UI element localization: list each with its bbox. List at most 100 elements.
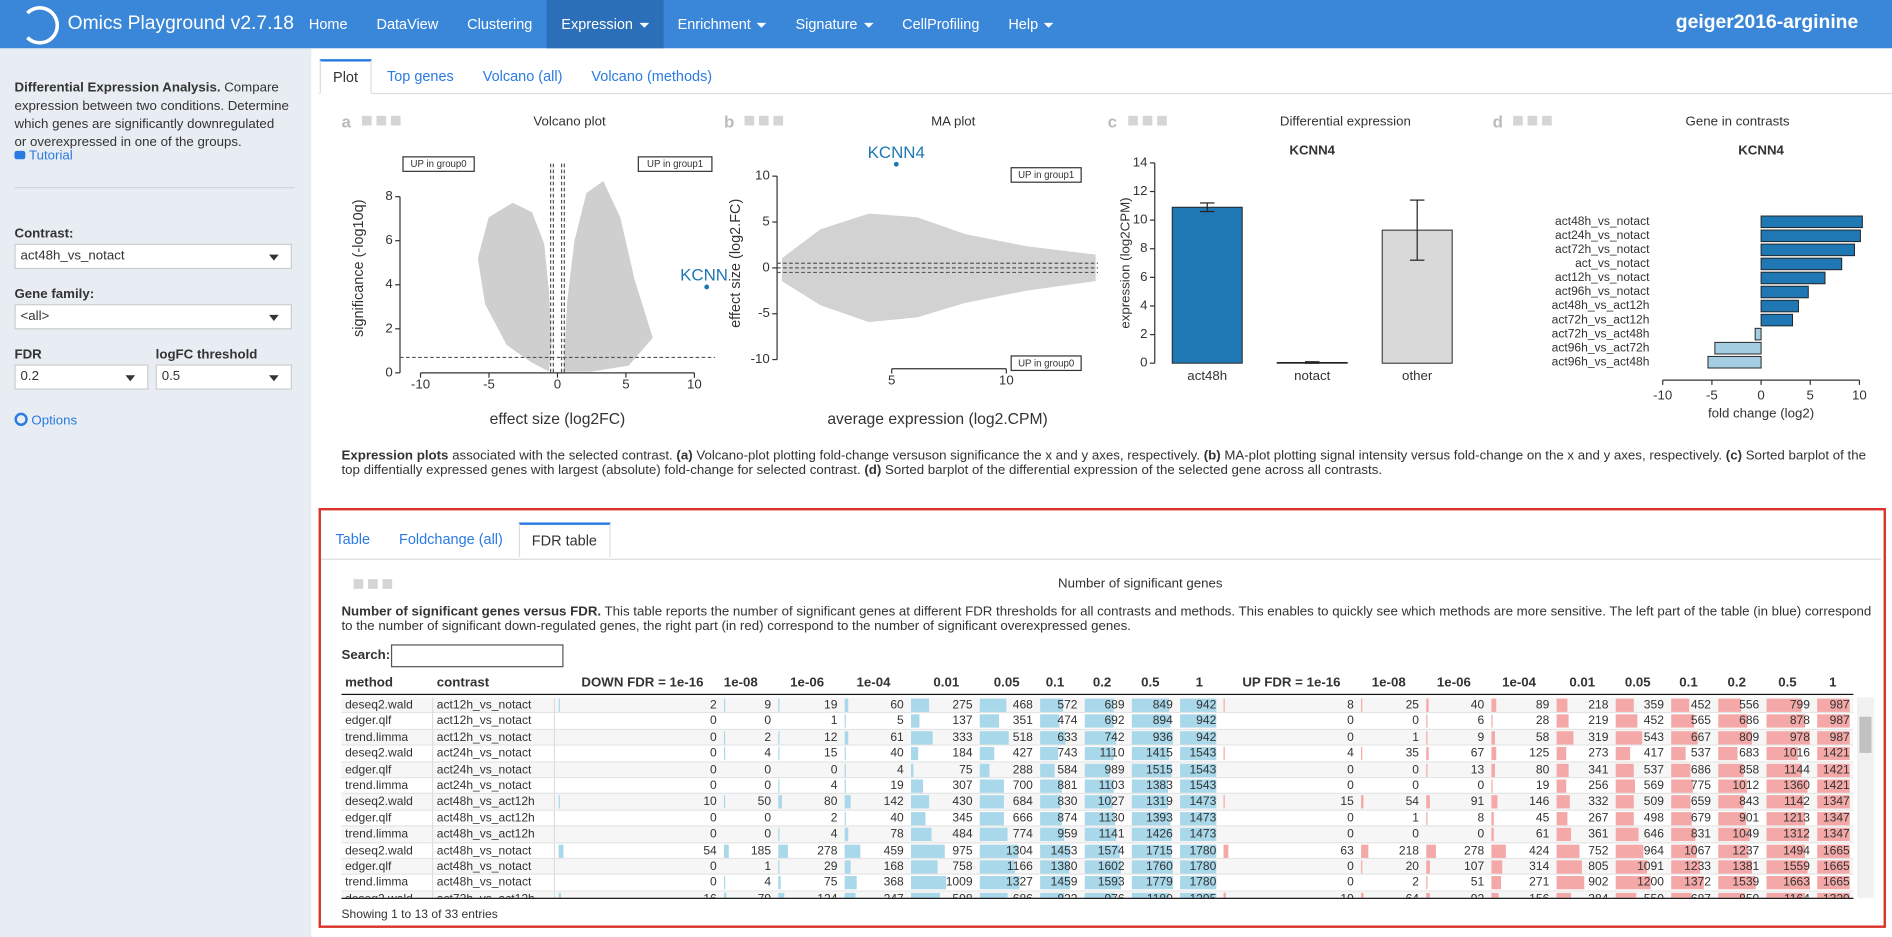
tab[interactable]: Top genes (386, 67, 454, 85)
chart-title: Gene in contrasts (1686, 113, 1790, 128)
column-header[interactable]: 1e-04 (1502, 675, 1537, 691)
tab[interactable]: FDR table (518, 522, 611, 558)
cell-bar (1556, 892, 1572, 898)
table-cell: act48h_vs_notact (433, 875, 556, 891)
cell-text: 8 (1477, 811, 1485, 826)
column-header[interactable]: 0.1 (1679, 675, 1698, 691)
column-header[interactable]: 1e-08 (1371, 675, 1406, 691)
tab[interactable]: Volcano (methods) (591, 67, 713, 85)
column-header[interactable]: 0.1 (1045, 675, 1065, 691)
column-header[interactable]: 0.2 (1092, 675, 1112, 691)
select[interactable]: 0.5 (155, 364, 293, 390)
cell-text: 60 (890, 698, 904, 712)
table-footer: Showing 1 to 13 of 33 entries (341, 908, 498, 922)
select-caret (269, 375, 279, 382)
cell-text: trend.limma (345, 779, 409, 793)
select[interactable]: 0.2 (14, 364, 149, 390)
cell-bar (979, 811, 1004, 826)
table-cell: 1381 (1715, 859, 1763, 875)
table-cell: 683 (1715, 746, 1763, 762)
table-cell: 1780 (1176, 859, 1219, 875)
select-value: 0.2 (20, 369, 39, 384)
cell-text: 1213 (1783, 811, 1810, 826)
table-cell: 1393 (1128, 811, 1176, 827)
tab[interactable]: Table (335, 530, 371, 548)
column-header[interactable]: 1e-06 (790, 675, 825, 691)
cell-text: act12h_vs_notact (436, 714, 532, 729)
nav-item[interactable]: Help (994, 0, 1068, 48)
cell-bar (1671, 892, 1692, 898)
column-header[interactable]: UP FDR = 1e-16 (1242, 675, 1341, 691)
table-cell: 1543 (1176, 746, 1219, 762)
cell-text: 1393 (1145, 811, 1173, 826)
table-cell: 679 (1668, 811, 1715, 827)
cell-bar (1615, 876, 1651, 890)
column-header[interactable]: 0.01 (933, 675, 960, 691)
cell-text: 1200 (1637, 876, 1664, 890)
cell-bar (844, 827, 848, 842)
table-body: deseq2.wald act12h_vs_notact 2 9 19 60 275 468 5… (341, 697, 1855, 898)
table-cell: 1200 (1612, 875, 1668, 891)
nav-item[interactable]: Signature (781, 0, 888, 48)
cell-text: 1473 (1189, 795, 1217, 809)
column-header[interactable]: 1 (1195, 675, 1204, 691)
column-header[interactable]: 1e-04 (856, 675, 891, 691)
y-tick-label: 8 (1140, 240, 1147, 255)
cell-bar (778, 844, 788, 858)
cell-text: 1593 (1097, 876, 1125, 890)
tab[interactable]: Volcano (all) (482, 67, 563, 85)
nav-item[interactable]: Home (294, 0, 362, 48)
table-cell: 572 (1036, 697, 1081, 713)
column-header[interactable]: method (345, 675, 394, 691)
y-tick-label: 5 (762, 214, 769, 229)
nav-item[interactable]: DataView (362, 0, 453, 48)
y-axis-label: effect size (log2.FC) (728, 199, 744, 328)
options-link[interactable]: Options (14, 412, 77, 428)
column-header[interactable]: DOWN FDR = 1e-16 (581, 675, 704, 691)
table-cell: 459 (841, 843, 907, 859)
table-cell: 0 (555, 730, 720, 746)
table-cell: 987 (1814, 697, 1854, 713)
cell-bar (1491, 876, 1501, 890)
cell-bar (1180, 730, 1217, 745)
cell-text: 1 (1412, 811, 1420, 826)
cell-text: 679 (1690, 811, 1712, 826)
table-cell: 61 (1488, 827, 1553, 843)
select[interactable]: act48h_vs_notact (14, 243, 293, 270)
tab[interactable]: Foldchange (all) (399, 530, 503, 548)
table-cell: 29 (775, 859, 841, 875)
cell-bar (1556, 779, 1566, 793)
cell-text: 976 (1085, 891, 1124, 898)
column-header[interactable]: 0.01 (1569, 675, 1596, 691)
table-cell: 659 (1668, 794, 1715, 810)
column-header[interactable]: 0.05 (993, 675, 1020, 691)
column-header[interactable]: 0.5 (1778, 675, 1797, 691)
table-cell: 92 (1423, 891, 1488, 898)
nav-item[interactable]: CellProfiling (888, 0, 994, 48)
table-cell: 0 (1220, 762, 1358, 778)
nav-item[interactable]: Clustering (453, 0, 547, 48)
table-cell: 4 (775, 827, 841, 843)
column-header[interactable]: 0.5 (1141, 675, 1160, 691)
column-header[interactable]: 1e-08 (723, 675, 758, 691)
cell-bar (778, 747, 779, 761)
tab[interactable]: Plot (319, 59, 372, 95)
table-cell: 384 (1553, 891, 1612, 898)
select[interactable]: <all> (14, 304, 293, 330)
column-header[interactable]: 1 (1829, 675, 1837, 691)
cell-text: 51 (1470, 876, 1485, 890)
cell-bar (1817, 844, 1850, 858)
cell-text: 124 (778, 891, 837, 898)
nav-item[interactable]: Expression (546, 0, 664, 49)
cell-bar (1131, 827, 1172, 842)
column-header[interactable]: 0.2 (1727, 675, 1746, 691)
column-header[interactable]: contrast (436, 675, 490, 691)
column-header[interactable]: 1e-06 (1436, 675, 1471, 691)
table-cell: 849 (1128, 697, 1176, 713)
tutorial-link[interactable]: Tutorial (14, 148, 73, 163)
search-input[interactable] (390, 644, 564, 668)
cell-bar (844, 876, 857, 890)
column-header[interactable]: 0.05 (1624, 675, 1651, 691)
nav-item[interactable]: Enrichment (663, 0, 781, 48)
table-cell: edger.qlf (341, 762, 434, 778)
